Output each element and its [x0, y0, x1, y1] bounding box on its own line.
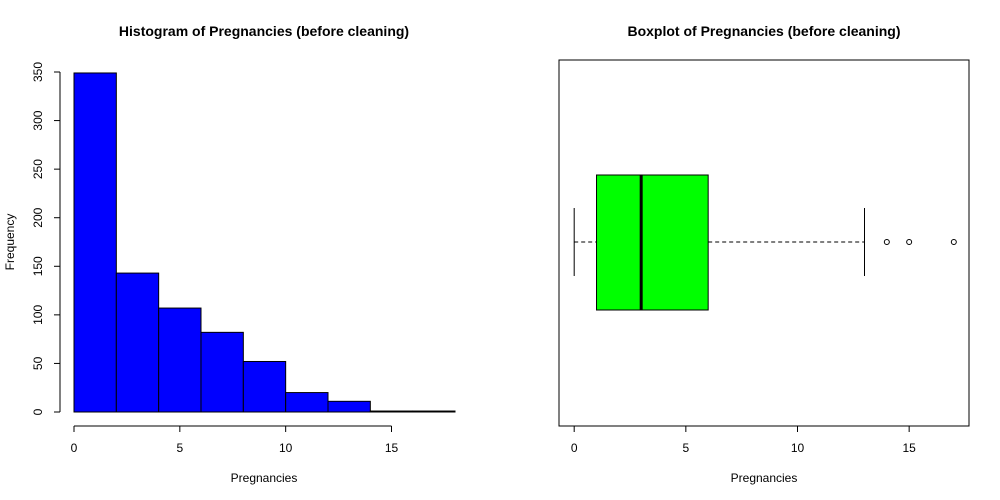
histogram-y-tick-label: 350 [31, 62, 45, 82]
boxplot-x-axis-label: Pregnancies [731, 471, 798, 485]
histogram-bar [369, 410, 414, 413]
boxplot-x-tick-label: 0 [571, 441, 578, 455]
histogram-bar [285, 392, 329, 413]
histogram-y-tick-label: 250 [31, 159, 45, 179]
histogram-panel: Histogram of Pregnancies (before cleanin… [3, 23, 456, 485]
boxplot-box [596, 174, 709, 311]
histogram-y-tick-label: 100 [31, 305, 45, 325]
boxplot-x-axis: 0 5 10 15 [571, 425, 916, 455]
histogram-bar [327, 400, 371, 413]
boxplot-x-tick-label: 10 [791, 441, 805, 455]
histogram-x-tick-label: 15 [385, 441, 399, 455]
histogram-x-tick-label: 5 [176, 441, 183, 455]
boxplot-title: Boxplot of Pregnancies (before cleaning) [627, 23, 900, 39]
histogram-x-tick-label: 10 [279, 441, 293, 455]
histogram-bar [158, 307, 202, 413]
histogram-x-axis: 0 5 10 15 [71, 425, 399, 455]
histogram-bars [73, 72, 456, 413]
histogram-bar [73, 72, 117, 413]
histogram-y-tick-label: 150 [31, 256, 45, 276]
histogram-y-tick-label: 200 [31, 207, 45, 227]
histogram-y-tick-label: 300 [31, 110, 45, 130]
histogram-y-axis-label: Frequency [3, 214, 17, 271]
histogram-y-tick-label: 0 [31, 408, 45, 415]
histogram-bar [200, 331, 244, 413]
boxplot-outlier-point [906, 239, 913, 245]
boxplot-x-tick-label: 5 [682, 441, 689, 455]
histogram-y-tick-label: 50 [31, 356, 45, 370]
boxplot-panel: Boxplot of Pregnancies (before cleaning)… [558, 23, 970, 485]
histogram-bar [412, 410, 456, 413]
boxplot-x-tick-label: 15 [902, 441, 916, 455]
histogram-x-axis-label: Pregnancies [231, 471, 298, 485]
histogram-x-tick-label: 0 [71, 441, 78, 455]
histogram-y-axis: 0 50 100 150 200 250 300 350 [31, 62, 61, 415]
histogram-bar [242, 360, 287, 413]
histogram-title: Histogram of Pregnancies (before cleanin… [119, 23, 409, 39]
boxplot-outlier-point [883, 239, 890, 245]
boxplot-outlier-point [950, 239, 957, 245]
histogram-bar [115, 272, 160, 413]
boxplot-marks [573, 174, 957, 311]
